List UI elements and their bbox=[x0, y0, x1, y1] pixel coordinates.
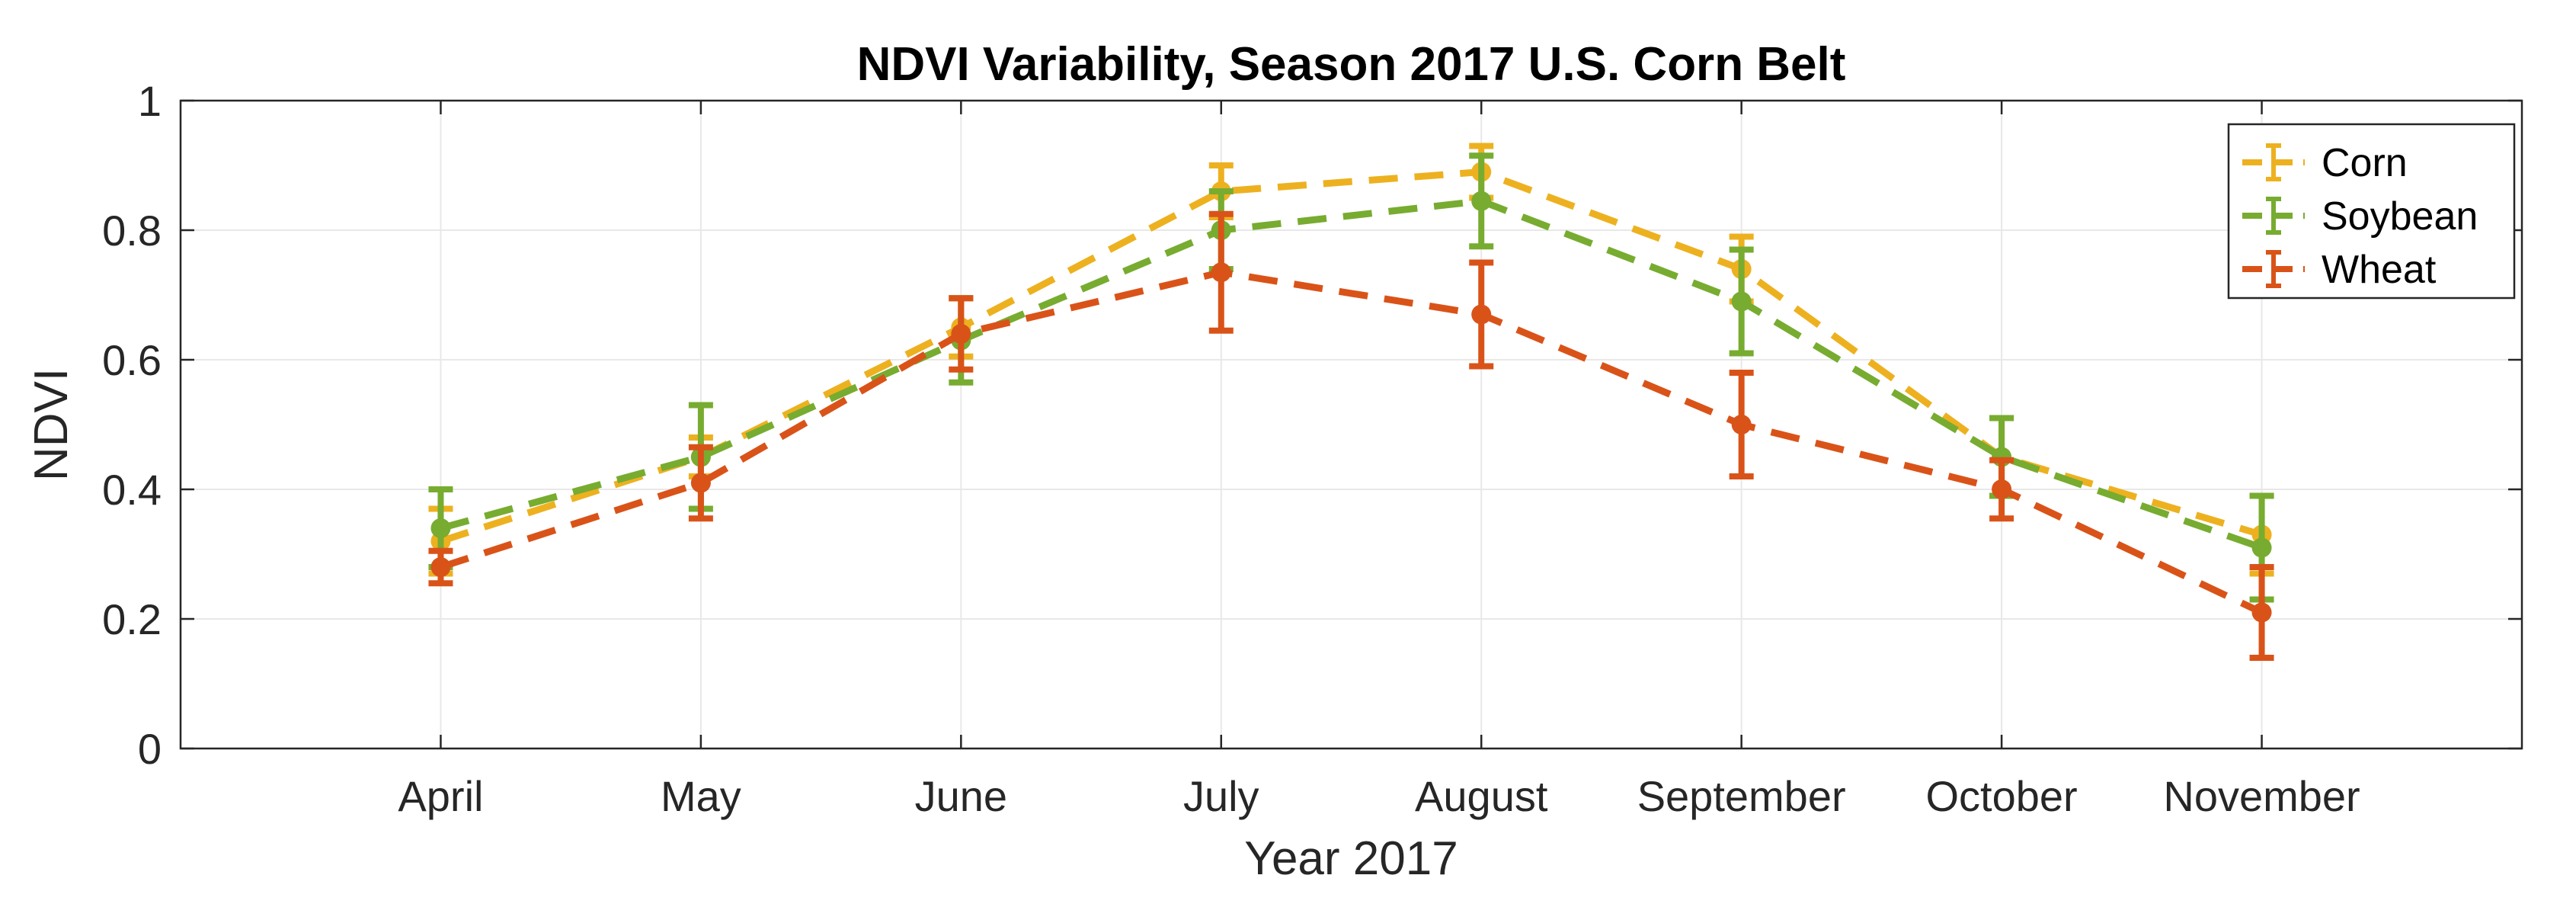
soybean-point-november bbox=[2251, 537, 2272, 558]
x-tick-label-may: May bbox=[661, 772, 741, 820]
grid bbox=[181, 101, 2522, 749]
x-tick-label-april: April bbox=[398, 772, 483, 820]
axes-box bbox=[179, 99, 2523, 750]
series-wheat bbox=[428, 210, 2274, 661]
wheat-line bbox=[440, 268, 2264, 616]
wheat-point-september bbox=[1731, 415, 1752, 434]
corn-line bbox=[440, 168, 2263, 545]
soybean-point-april bbox=[430, 518, 451, 538]
y-tick-label: 0.6 bbox=[102, 336, 162, 384]
chart-title: NDVI Variability, Season 2017 U.S. Corn … bbox=[857, 38, 1846, 91]
legend: Corn Soybean Wheat bbox=[2227, 123, 2516, 300]
y-tick-label: 1 bbox=[138, 77, 162, 125]
x-tick-label-october: October bbox=[1926, 772, 2078, 820]
x-tick-label-august: August bbox=[1415, 772, 1548, 820]
series-layer bbox=[428, 143, 2274, 661]
y-tick-label: 0 bbox=[138, 725, 162, 773]
wheat-point-november bbox=[2251, 602, 2272, 623]
series-soybean bbox=[428, 152, 2274, 603]
legend-label-wheat: Wheat bbox=[2322, 248, 2437, 292]
x-tick-label-november: November bbox=[2163, 772, 2360, 820]
x-axis-label: Year 2017 bbox=[1244, 832, 1458, 885]
wheat-point-july bbox=[1211, 262, 1231, 283]
y-tick-label: 0.8 bbox=[102, 207, 162, 255]
y-tick-label: 0.4 bbox=[102, 466, 162, 514]
soybean-point-september bbox=[1731, 291, 1752, 312]
wheat-point-april bbox=[430, 557, 451, 577]
legend-label-corn: Corn bbox=[2322, 141, 2408, 185]
wheat-point-may bbox=[690, 473, 711, 493]
wheat-point-august bbox=[1471, 304, 1492, 325]
wheat-point-october bbox=[1992, 479, 2012, 499]
soybean-point-august bbox=[1471, 191, 1492, 211]
y-axis-label: NDVI bbox=[25, 368, 78, 481]
x-tick-label-september: September bbox=[1637, 772, 1846, 820]
wheat-point-june bbox=[951, 324, 971, 344]
y-tick-label: 0.2 bbox=[102, 595, 162, 643]
soybean-line bbox=[440, 197, 2264, 551]
x-tick-label-july: July bbox=[1183, 772, 1259, 820]
ticks: 0 0.2 0.4 0.6 0.8 1 April May June July August Sept… bbox=[102, 77, 2522, 820]
legend-label-soybean: Soybean bbox=[2322, 194, 2478, 239]
x-tick-label-june: June bbox=[915, 772, 1007, 820]
